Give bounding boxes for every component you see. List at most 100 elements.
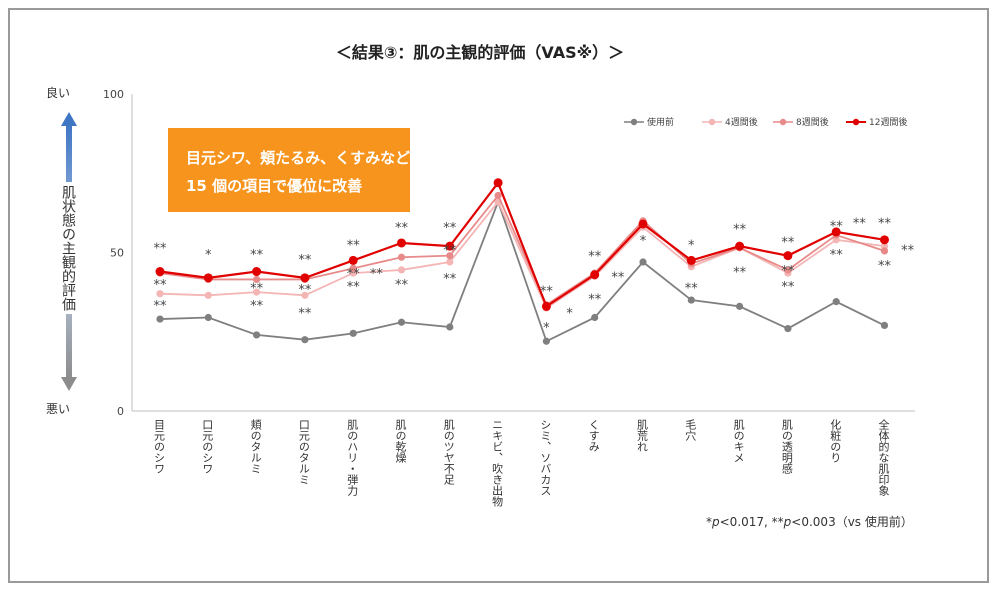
legend-label: 12週間後 <box>869 116 907 128</box>
significance-mark: ** <box>298 253 312 268</box>
x-tick-label: 全体的な肌印象 <box>877 418 890 496</box>
significance-mark: ** <box>685 281 699 296</box>
series-line <box>159 199 885 343</box>
data-point <box>155 267 165 277</box>
significance-mark: ** <box>781 235 795 250</box>
data-point <box>349 329 357 337</box>
significance-mark: ** <box>298 283 312 298</box>
x-tick-label: 肌のハリ・弾力 <box>346 419 359 496</box>
data-point <box>397 318 406 326</box>
significance-mark: ** <box>781 264 795 279</box>
data-point <box>253 275 261 284</box>
y-tick-label: 100 <box>103 88 124 101</box>
legend-label: 4週間後 <box>725 116 758 128</box>
footnote-text-2: <0.003（vs 使用前） <box>791 515 913 529</box>
data-point <box>156 315 164 323</box>
significance-annotations: ******* *********************************… <box>154 216 915 336</box>
series-line <box>159 193 885 307</box>
footnote-var-1: p <box>712 515 720 529</box>
x-tick-label: 毛穴 <box>684 419 697 441</box>
significance-mark: ** <box>298 307 312 322</box>
data-point <box>397 266 406 274</box>
data-point <box>204 291 212 299</box>
series-4 <box>155 178 889 311</box>
axes: 0 50 100 目元のシワ 口元のシワ 頬のタルミ 口元のタルミ 肌のハリ・弾力 肌の乾燥 肌の… <box>103 88 915 507</box>
y-axis-bottom-label: 悪い <box>46 402 71 416</box>
significance-mark: ** <box>154 299 168 314</box>
chart-title: ＜結果③：肌の主観的評価（VAS※）＞ <box>336 43 624 62</box>
data-point <box>301 336 309 344</box>
arrow-head-down <box>61 377 77 391</box>
significance-mark: * <box>205 248 212 263</box>
series-line <box>159 180 885 309</box>
y-tick-label: 50 <box>110 247 124 260</box>
significance-mark: ** <box>540 285 554 300</box>
callout-line-1: 目元シワ、頬たるみ、くすみなど <box>186 149 411 167</box>
data-point <box>252 267 262 277</box>
data-point <box>736 302 744 310</box>
data-point <box>880 321 889 330</box>
x-tick-label: シミ、ソバカス <box>539 419 552 496</box>
data-point <box>784 266 792 274</box>
data-point <box>686 255 696 265</box>
significance-mark: ** <box>878 216 892 231</box>
x-tick-label: くすみ <box>587 419 600 452</box>
footnote-mark-2: ** <box>771 515 784 529</box>
significance-mark: ** <box>443 221 457 236</box>
legend-swatch-marker <box>630 118 638 126</box>
legend-entry: 4週間後 <box>702 116 758 128</box>
data-point <box>590 270 600 280</box>
significance-mark: ** <box>901 243 915 258</box>
data-point <box>348 255 358 265</box>
label-backdrop <box>58 182 80 314</box>
significance-mark: ** <box>250 281 264 296</box>
x-tick-label: 頬のタルミ <box>249 418 262 474</box>
x-tick-label: 目元のシワ <box>153 419 166 474</box>
significance-mark: ** <box>830 220 844 235</box>
data-point <box>300 273 310 283</box>
data-point <box>783 251 793 261</box>
legend-swatch-marker <box>852 118 860 126</box>
x-tick-label: 肌の乾燥 <box>394 419 407 464</box>
callout-line-2: 15 個の項目で優位に改善 <box>186 177 363 195</box>
data-point <box>687 296 695 304</box>
significance-mark: ** <box>733 223 747 238</box>
legend-label: 8週間後 <box>796 116 829 128</box>
data-point <box>203 273 213 283</box>
data-point <box>494 191 502 200</box>
legend-entry: 12週間後 <box>846 116 907 128</box>
vertical-arrow-icon <box>58 112 80 391</box>
data-point <box>880 247 889 255</box>
footnote-mark-1: * <box>706 515 712 529</box>
data-point <box>397 238 406 248</box>
significance-mark: ** <box>395 221 409 236</box>
x-tick-label: 口元のシワ <box>201 419 214 474</box>
legend-entry: 使用前 <box>624 116 674 128</box>
data-point <box>493 178 503 188</box>
significance-mark: ** <box>830 248 844 263</box>
data-point <box>445 241 455 251</box>
x-tick-label: 肌の透明感 <box>780 419 793 474</box>
data-point <box>301 291 309 299</box>
legend-entry: 8週間後 <box>773 116 829 128</box>
data-point <box>832 298 840 306</box>
data-point <box>591 313 599 322</box>
significance-mark: * <box>566 307 573 322</box>
significance-mark: * <box>688 239 695 254</box>
x-tick-label: 肌のツヤ不足 <box>442 419 455 485</box>
data-point <box>446 258 454 266</box>
significance-mark: ** <box>347 239 361 254</box>
series-line <box>159 200 885 310</box>
significance-mark: ** <box>370 267 384 282</box>
legend-label: 使用前 <box>647 116 674 128</box>
significance-mark: ** <box>878 259 892 274</box>
data-point <box>397 253 406 261</box>
significance-mark: ** <box>250 248 264 263</box>
data-point <box>541 301 551 311</box>
data-point <box>639 258 647 266</box>
significance-mark: ** <box>588 250 602 265</box>
significance-mark: ** <box>781 280 795 295</box>
significance-mark: ** <box>154 242 168 257</box>
data-point <box>253 288 261 296</box>
